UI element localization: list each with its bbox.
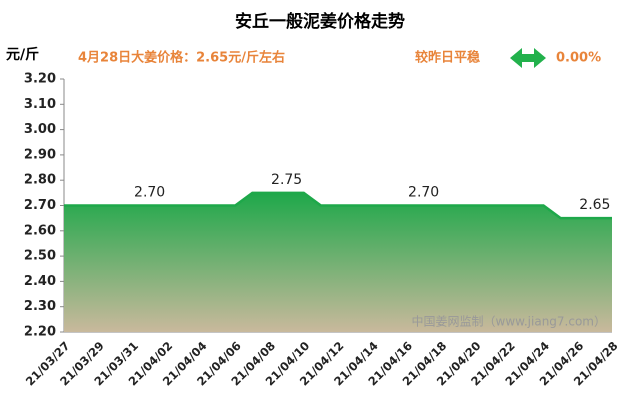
y-tick-label: 2.50 (24, 249, 56, 264)
data-label: 2.75 (271, 172, 302, 188)
y-tick-label: 3.20 (24, 72, 56, 87)
y-tick-label: 2.90 (24, 147, 56, 162)
data-label: 2.70 (408, 185, 439, 201)
data-label: 2.65 (579, 197, 610, 213)
plot: 2.20 2.30 2.40 2.50 2.60 2.70 2.80 2.90 3.00 3.10… (23, 72, 621, 389)
chart-title: 安丘一般泥姜价格走势 (235, 11, 405, 32)
area (64, 192, 612, 332)
change-text: 较昨日平稳 (415, 50, 480, 66)
y-tick-label: 2.20 (24, 325, 56, 340)
y-tick-label: 2.30 (24, 299, 56, 314)
y-axis-label: 元/斤 (6, 46, 39, 63)
change-value: 0.00% (556, 51, 601, 66)
line (64, 191, 612, 220)
y-tick-label: 2.60 (24, 223, 56, 238)
y-tick-label: 2.40 (24, 274, 56, 289)
arrow-icon (510, 48, 546, 68)
data-label: 2.70 (134, 185, 165, 201)
y-tick-label: 2.80 (24, 173, 56, 188)
y-tick-label: 2.70 (24, 198, 56, 213)
y-tick-label: 3.00 (24, 122, 56, 137)
y-tick-label: 3.10 (24, 97, 56, 112)
subtitle: 4月28日大姜价格：2.65元/斤左右 (78, 50, 285, 66)
watermark: 中国姜网监制（www.jiang7.com） (412, 314, 606, 329)
